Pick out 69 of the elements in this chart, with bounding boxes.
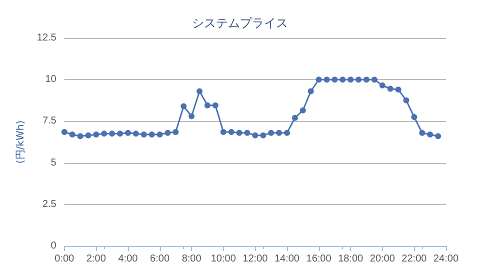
x-tick-label: 16:00 [306,254,332,264]
x-tick-label: 12:00 [242,254,268,264]
point [332,76,338,83]
y-tick-label: 2.5 [42,198,57,210]
point [124,130,131,136]
y-tick-label: 12.5 [36,32,57,44]
point [387,86,394,92]
point [220,129,226,136]
point [132,130,139,137]
point [260,132,266,138]
point [411,114,418,120]
y-tick-label: 5 [50,157,57,168]
x-tick-label: 22:00 [402,254,428,264]
y-tick-label: 10 [45,74,57,86]
point [180,103,187,110]
x-tick-label: 2:00 [86,254,106,264]
point [61,129,68,136]
point [244,130,250,136]
point [69,132,76,138]
y-tick-label: 7.5 [42,116,57,127]
x-tick-label: 6:00 [150,254,170,264]
point [356,76,362,83]
point [85,132,92,138]
point [435,133,442,140]
y-axis-title: (円/kWh) [16,120,26,164]
point [172,129,179,136]
point [364,76,370,83]
x-tick-label: 10:00 [210,254,236,264]
point [236,130,242,136]
point [140,132,147,138]
x-tick-label: 18:00 [338,254,364,264]
point [419,130,426,136]
point [403,97,410,104]
point [371,76,378,83]
point [101,130,108,137]
point [93,132,100,138]
point [117,130,124,137]
x-tick-label: 0:00 [54,254,75,264]
x-tick-label: 24:00 [433,254,459,264]
x-tick-label: 20:00 [370,254,396,264]
x-tick-label: 4:00 [118,254,138,264]
point [164,130,171,136]
point [156,132,163,138]
y-tick-label: 0 [50,240,57,252]
point [316,76,322,83]
point [300,107,306,114]
point [268,130,274,136]
point [324,76,330,83]
point [340,76,346,83]
point [204,102,210,108]
point [284,130,290,136]
point [212,102,218,108]
point [252,132,258,138]
point [196,88,203,94]
point [188,113,195,120]
point [379,82,386,88]
point [292,114,298,121]
point [148,132,155,138]
chart-title: システムプライス [192,16,288,30]
point [395,86,402,93]
point [348,76,354,83]
x-tick-label: 8:00 [182,254,202,264]
point [109,130,116,137]
point [77,133,84,140]
point [308,88,314,94]
point [276,130,282,136]
point [228,129,234,136]
x-tick-label: 14:00 [274,254,300,264]
point [427,132,434,138]
